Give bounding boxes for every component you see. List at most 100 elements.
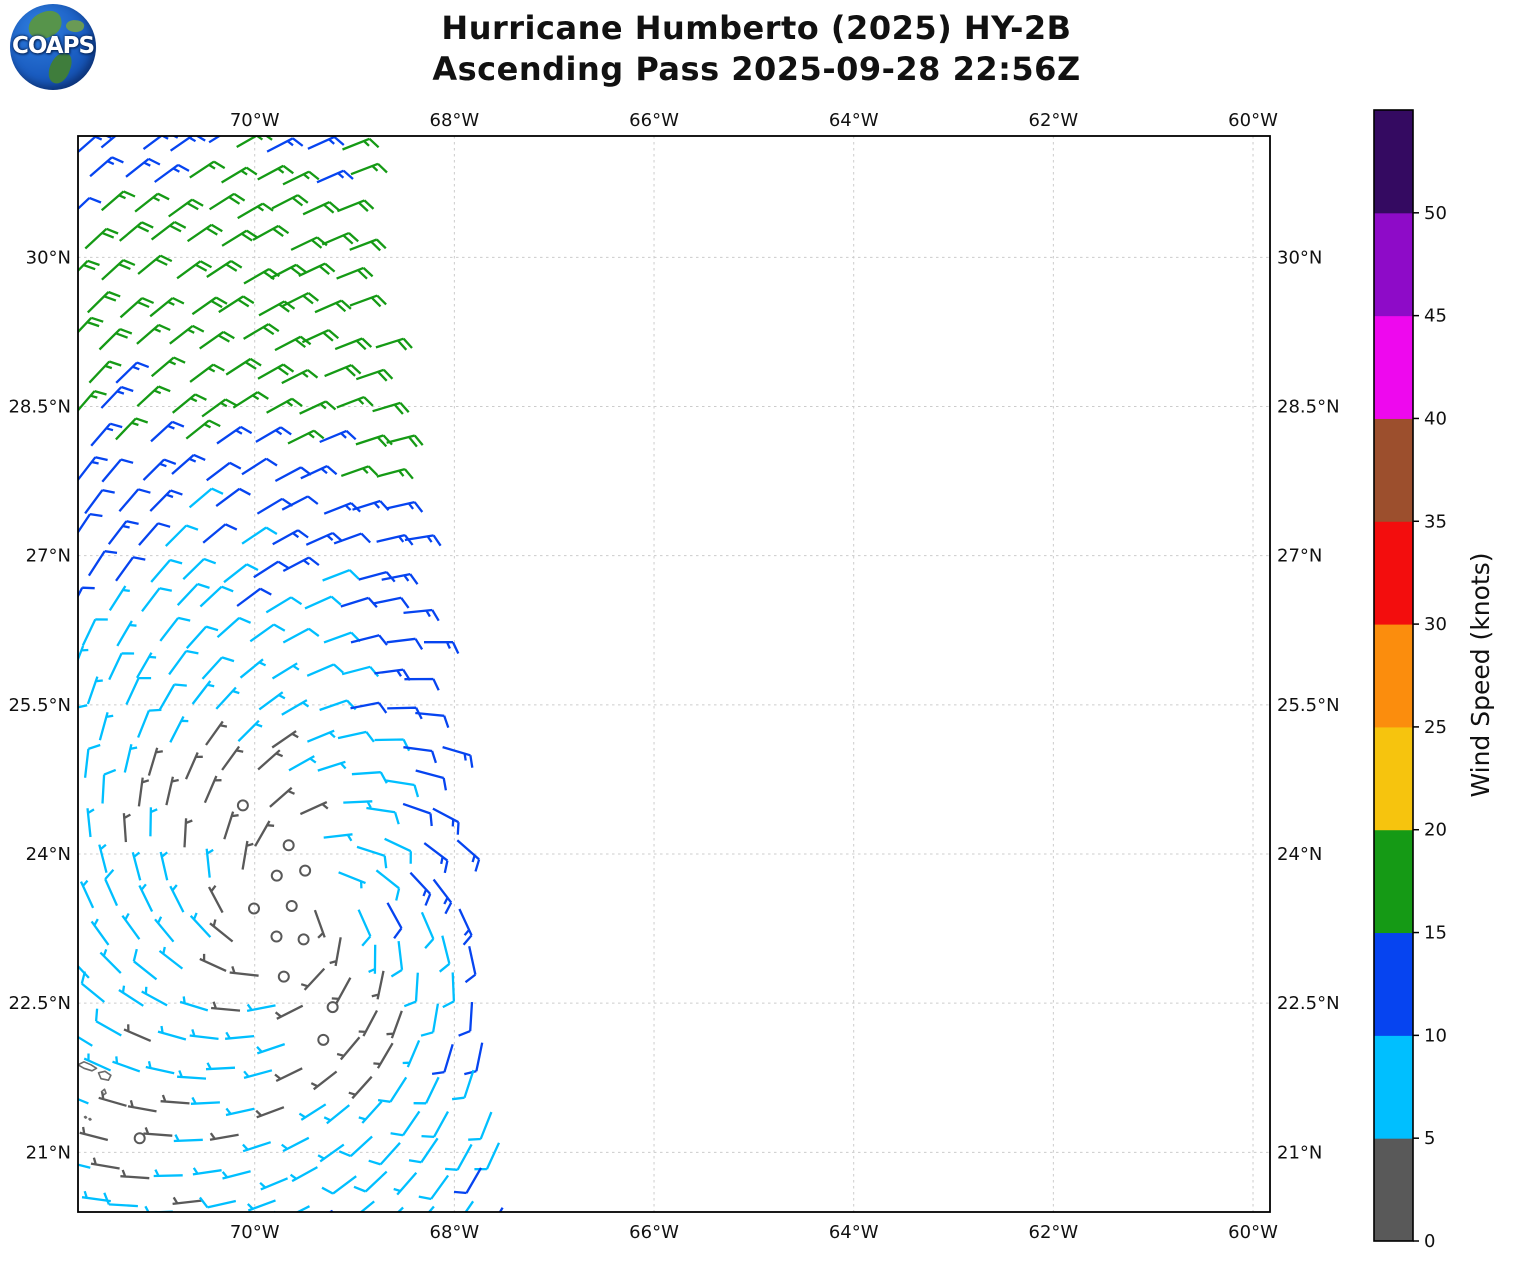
wind-barb bbox=[350, 634, 388, 646]
wind-barb bbox=[78, 456, 108, 481]
wind-barb bbox=[120, 1169, 150, 1180]
wind-barb bbox=[89, 156, 124, 178]
wind-barb bbox=[274, 1067, 303, 1083]
wind-barb bbox=[453, 1167, 482, 1195]
wind-barb bbox=[172, 1196, 202, 1206]
wind-barb bbox=[271, 730, 299, 749]
colorbar-segment bbox=[1374, 212, 1413, 317]
wind-barb bbox=[137, 777, 150, 807]
wind-barb bbox=[184, 752, 203, 780]
wind-barb bbox=[424, 641, 460, 654]
wind-barb bbox=[423, 842, 449, 874]
wind-barb bbox=[372, 401, 410, 415]
wind-barb bbox=[43, 1184, 74, 1202]
wind-barb bbox=[169, 884, 185, 913]
wind-barb bbox=[224, 1031, 255, 1040]
wind-barb bbox=[218, 295, 255, 314]
wind-barb bbox=[242, 1141, 272, 1153]
wind-barb bbox=[241, 840, 254, 870]
coaps-logo: COAPS bbox=[10, 4, 96, 90]
wind-barb bbox=[98, 843, 108, 873]
wind-barb bbox=[266, 397, 303, 414]
wind-barb bbox=[298, 262, 336, 277]
wind-barb bbox=[86, 808, 95, 838]
wind-barb bbox=[78, 586, 95, 599]
wind-barb bbox=[420, 1003, 440, 1037]
wind-barb bbox=[249, 623, 286, 643]
wind-barb bbox=[356, 845, 388, 869]
wind-barb bbox=[259, 1177, 289, 1191]
wind-barb bbox=[143, 1126, 173, 1137]
wind-barb bbox=[185, 625, 219, 649]
wind-barb bbox=[84, 488, 115, 515]
island-outline bbox=[83, 1115, 88, 1119]
wind-barb bbox=[393, 1172, 418, 1196]
wind-barb bbox=[150, 356, 186, 378]
calm-circle bbox=[270, 869, 283, 882]
wind-barb bbox=[112, 1056, 141, 1073]
wind-barb bbox=[98, 328, 133, 351]
wind-barb bbox=[355, 434, 393, 448]
wind-barb bbox=[396, 1206, 404, 1212]
wind-barb bbox=[173, 1134, 203, 1143]
calm-circle bbox=[299, 864, 312, 877]
wind-barb bbox=[358, 1009, 379, 1037]
wind-barb bbox=[374, 738, 411, 752]
calm-circle bbox=[317, 1033, 330, 1046]
wind-barb bbox=[201, 398, 238, 418]
wind-barb bbox=[336, 396, 374, 409]
wind-barb bbox=[138, 522, 171, 546]
wind-barb bbox=[273, 1205, 311, 1212]
wind-barb bbox=[210, 1001, 241, 1012]
wind-barb bbox=[274, 1004, 304, 1020]
wind-barb bbox=[269, 263, 307, 280]
wind-barb bbox=[432, 878, 453, 915]
calm-circle bbox=[277, 970, 290, 983]
wind-barb bbox=[101, 259, 136, 281]
wind-barb bbox=[385, 779, 420, 798]
wind-barb bbox=[404, 677, 440, 691]
wind-barb bbox=[229, 966, 259, 977]
wind-barb bbox=[216, 616, 252, 639]
wind-barb bbox=[104, 868, 119, 907]
wind-barb bbox=[323, 1104, 351, 1125]
wind-barb bbox=[300, 967, 326, 991]
y-axis-tick-label-right: 27°N bbox=[1277, 546, 1322, 567]
island-outline bbox=[78, 1061, 98, 1072]
wind-barb bbox=[182, 557, 217, 581]
colorbar-tick-label: 0 bbox=[1424, 1231, 1435, 1252]
wind-barb bbox=[81, 618, 108, 647]
wind-barb bbox=[100, 385, 134, 409]
wind-barb bbox=[236, 136, 273, 148]
colorbar-tick-label: 35 bbox=[1424, 511, 1447, 532]
wind-barb bbox=[237, 202, 274, 220]
wind-barb bbox=[78, 259, 100, 273]
wind-barb bbox=[403, 746, 437, 764]
y-axis-tick-label-right: 24°N bbox=[1277, 844, 1322, 865]
wind-barb bbox=[150, 420, 185, 443]
wind-barb bbox=[116, 620, 137, 647]
wind-barb bbox=[216, 425, 253, 445]
wind-barb bbox=[118, 488, 151, 513]
wind-barb bbox=[431, 1043, 454, 1076]
wind-barb bbox=[290, 236, 328, 251]
wind-barb bbox=[458, 1002, 474, 1037]
wind-barb bbox=[149, 296, 185, 318]
y-axis-tick-label-left: 30°N bbox=[26, 247, 71, 268]
wind-barb bbox=[456, 839, 481, 872]
wind-barb bbox=[176, 260, 213, 280]
wind-barb bbox=[48, 1043, 73, 1070]
wind-barb bbox=[386, 902, 403, 939]
wind-barb bbox=[141, 986, 168, 1007]
wind-barb bbox=[314, 299, 352, 314]
wind-barb bbox=[246, 1003, 276, 1013]
calm-circle bbox=[133, 1132, 146, 1145]
wind-barb bbox=[78, 704, 88, 709]
wind-barb bbox=[164, 524, 199, 547]
colorbar: 0 5 10 15 20 25 30 35 40 45 50 Wind Speed (knots) bbox=[1373, 109, 1495, 1252]
wind-barb bbox=[358, 1100, 383, 1124]
y-axis-tick-label-right: 30°N bbox=[1277, 247, 1322, 268]
wind-barb bbox=[171, 393, 207, 414]
wind-barb bbox=[246, 1199, 276, 1212]
wind-barb bbox=[329, 937, 342, 967]
